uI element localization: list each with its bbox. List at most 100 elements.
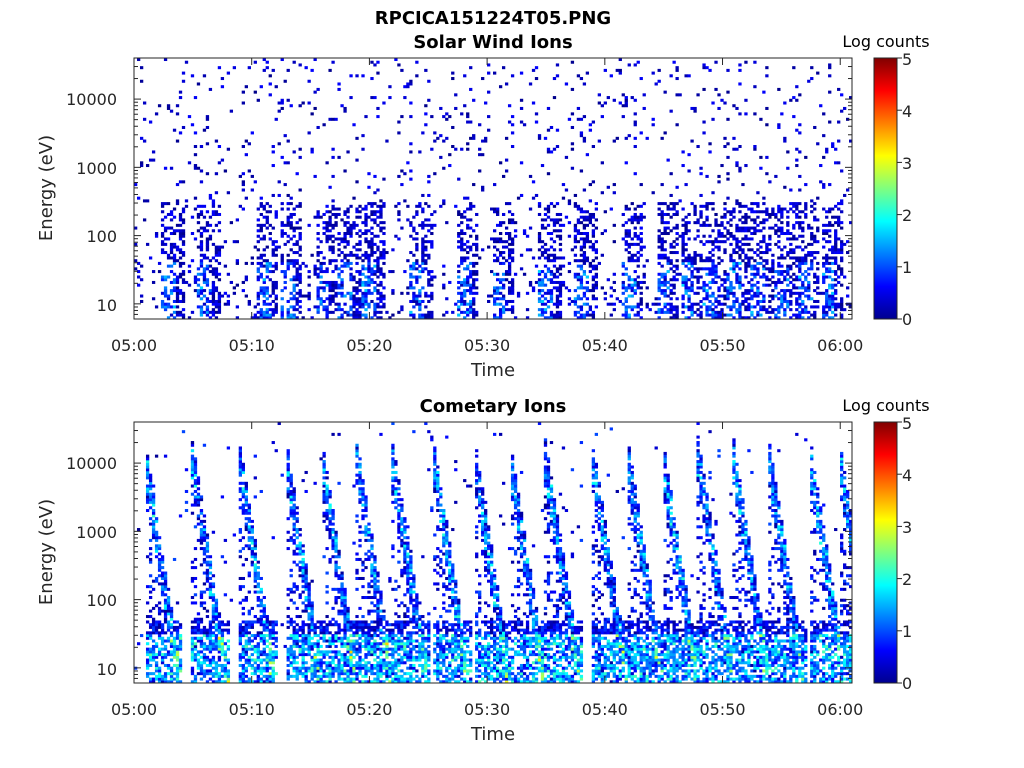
spectrogram-cell [780, 248, 784, 252]
spectrogram-cell [418, 270, 422, 274]
spectrogram-cell [549, 218, 554, 222]
spectrogram-cell [199, 245, 204, 249]
spectrogram-cell [663, 240, 667, 244]
spectrogram-cell [786, 210, 790, 214]
spectrogram-cell [262, 264, 266, 268]
spectrogram-cell [726, 196, 730, 200]
spectrogram-cell [181, 71, 186, 75]
spectrogram-cell [693, 302, 697, 306]
spectrogram-cell [463, 316, 467, 320]
spectrogram-cell [355, 289, 359, 293]
spectrogram-cell [663, 256, 667, 260]
spectrogram-cell [217, 66, 222, 70]
spectrogram-cell [669, 229, 673, 233]
spectrogram-cell [205, 125, 210, 129]
spectrogram-cell [717, 106, 721, 110]
spectrogram-cell [555, 218, 560, 222]
spectrogram-cell [352, 123, 356, 127]
spectrogram-cell [274, 639, 278, 643]
spectrogram-cell [672, 212, 676, 216]
spectrogram-cell [343, 234, 347, 238]
spectrogram-cell [259, 623, 263, 627]
spectrogram-cell [307, 283, 311, 287]
spectrogram-cell [220, 674, 225, 678]
spectrogram-cell [582, 232, 587, 236]
spectrogram-cell [669, 172, 673, 176]
spectrogram-cell [253, 658, 257, 662]
spectrogram-cell [361, 134, 365, 138]
spectrogram-cell [244, 628, 248, 632]
spectrogram-cell [163, 242, 168, 246]
spectrogram-cell [175, 183, 180, 187]
spectrogram-cell [409, 286, 413, 290]
spectrogram-cell [238, 174, 242, 178]
spectrogram-cell [259, 256, 263, 260]
spectrogram-cell [630, 96, 634, 100]
spectrogram-cell [484, 101, 488, 105]
spectrogram-cell [151, 628, 156, 632]
spectrogram-cell [286, 663, 290, 667]
spectrogram-cell [271, 145, 275, 149]
spectrogram-cell [199, 604, 204, 608]
spectrogram-cell [738, 267, 742, 271]
spectrogram-cell [669, 291, 673, 295]
spectrogram-cell [433, 131, 437, 135]
spectrogram-cell [268, 237, 272, 241]
spectrogram-cell [696, 280, 700, 284]
spectrogram-cell [286, 672, 290, 676]
spectrogram-cell [774, 229, 778, 233]
spectrogram-cell [705, 256, 709, 260]
spectrogram-cell [469, 136, 473, 140]
spectrogram-cell [660, 221, 664, 225]
spectrogram-cell [310, 147, 314, 151]
spectrogram-cell [193, 625, 198, 629]
spectrogram-cell [591, 248, 596, 252]
spectrogram-cell [457, 299, 461, 303]
spectrogram-cell [274, 631, 278, 635]
spectrogram-cell [711, 294, 715, 298]
spectrogram-cell [507, 242, 512, 246]
spectrogram-cell [274, 240, 278, 244]
spectrogram-cell [184, 468, 189, 472]
spectrogram-cell [720, 223, 724, 227]
spectrogram-cell [837, 207, 841, 211]
spectrogram-cell [151, 484, 156, 488]
spectrogram-cell [774, 174, 778, 178]
spectrogram-cell [421, 221, 425, 225]
spectrogram-cell [558, 286, 563, 290]
spectrogram-cell [774, 215, 778, 219]
spectrogram-cell [825, 215, 829, 219]
spectrogram-cell [247, 639, 251, 643]
spectrogram-cell [196, 661, 201, 665]
spectrogram-cell [801, 221, 805, 225]
spectrogram-cell [469, 272, 473, 276]
spectrogram-cell [702, 221, 706, 225]
spectrogram-cell [735, 278, 739, 282]
spectrogram-cell [367, 229, 371, 233]
spectrogram-cell [493, 291, 497, 295]
spectrogram-cell [178, 131, 183, 135]
spectrogram-cell [846, 117, 850, 121]
spectrogram-cell [696, 218, 700, 222]
spectrogram-cell [681, 245, 685, 249]
spectrogram-cell [190, 465, 195, 469]
spectrogram-cell [834, 256, 838, 260]
spectrogram-cell [412, 267, 416, 271]
solar-wind-axes-box [133, 57, 853, 320]
spectrogram-cell [208, 672, 213, 676]
spectrogram-cell [295, 242, 299, 246]
spectrogram-cell [675, 77, 679, 81]
spectrogram-cell [223, 653, 228, 657]
spectrogram-cell [427, 270, 431, 274]
spectrogram-cell [241, 183, 245, 187]
spectrogram-cell [151, 587, 156, 591]
spectrogram-cell [166, 587, 171, 591]
spectrogram-cell [543, 316, 548, 320]
spectrogram-cell [214, 275, 219, 279]
spectrogram-cell [675, 267, 679, 271]
spectrogram-cell [307, 101, 311, 105]
spectrogram-cell [214, 191, 219, 195]
spectrogram-cell [202, 669, 207, 673]
spectrogram-cell [540, 278, 545, 282]
spectrogram-cell [205, 297, 210, 301]
